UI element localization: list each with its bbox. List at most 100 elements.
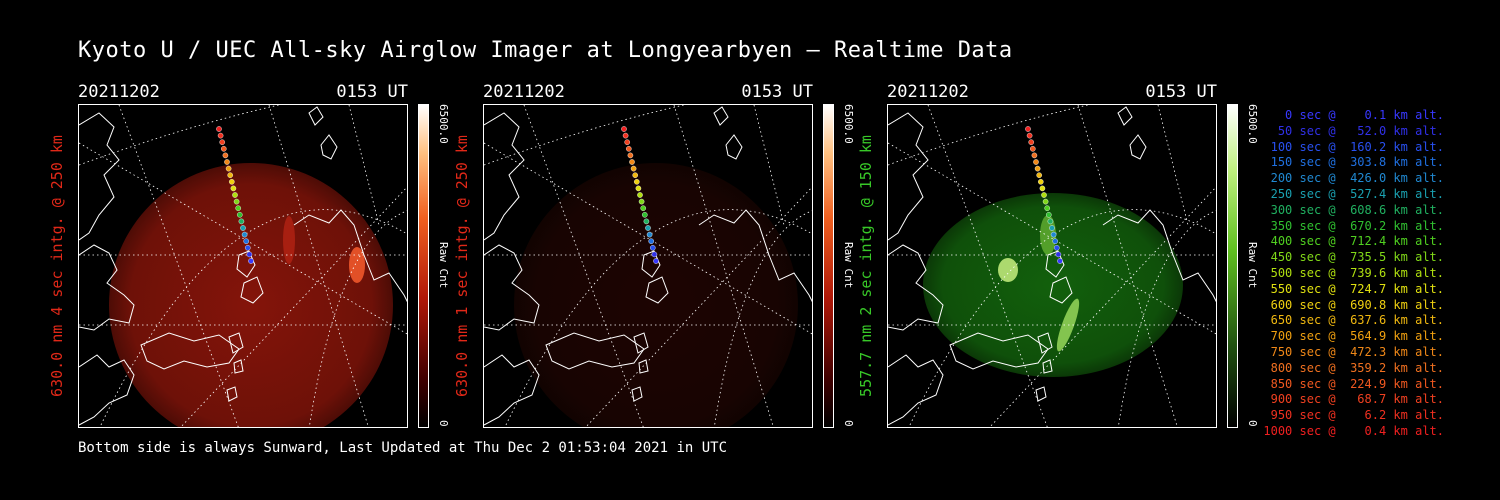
grid-line xyxy=(585,186,812,427)
trajectory-point xyxy=(1050,231,1057,238)
airglow-disc xyxy=(109,163,393,427)
aurora-arc xyxy=(1040,215,1056,255)
coastline xyxy=(888,244,944,331)
legend-entry: 150 sec @ 303.8 km alt. xyxy=(1263,155,1444,170)
trajectory-point xyxy=(246,251,253,258)
coastline xyxy=(1037,332,1053,354)
coastline xyxy=(638,359,649,374)
coastline xyxy=(1117,106,1133,126)
panel-date: 20211202 xyxy=(78,82,160,102)
trajectory-point xyxy=(622,132,629,139)
grid-arc xyxy=(484,105,685,166)
trajectory-point xyxy=(1039,185,1046,192)
trajectory-point xyxy=(1025,126,1031,132)
trajectory-point xyxy=(1041,192,1047,198)
coastline xyxy=(140,332,240,370)
trajectory-point xyxy=(1049,225,1055,231)
panel-wavelength-label: 630.0 nm 4 sec intg. @ 250 km xyxy=(42,104,72,428)
grid-arc xyxy=(888,105,1089,166)
trajectory-point xyxy=(244,244,251,251)
colorbar xyxy=(418,104,429,428)
trajectory-point xyxy=(1044,205,1050,211)
trajectory-point xyxy=(649,244,656,251)
legend-entry: 50 sec @ 52.0 km alt. xyxy=(1263,123,1444,138)
allsky-image xyxy=(483,104,813,428)
trajectory-point xyxy=(248,258,254,264)
legend-entry: 100 sec @ 160.2 km alt. xyxy=(1263,139,1444,154)
grid-line xyxy=(989,186,1216,427)
coastline xyxy=(79,112,120,241)
coastline xyxy=(240,276,264,304)
airglow-panel-630nm-4sec: 20211202 0153 UT 630.0 nm 4 sec intg. @ … xyxy=(48,82,450,428)
trajectory-point xyxy=(641,212,648,218)
legend-entry: 750 sec @ 472.3 km alt. xyxy=(1263,344,1444,359)
trajectory-point xyxy=(651,251,658,258)
allsky-svg xyxy=(79,105,407,427)
coastline xyxy=(633,332,649,354)
trajectory-legend: 0 sec @ 0.1 km alt. 50 sec @ 52.0 km alt… xyxy=(1262,108,1444,440)
airglow-disc xyxy=(514,163,798,427)
trajectory-point xyxy=(216,126,222,132)
panel-time: 0153 UT xyxy=(1145,82,1217,102)
trajectory-point xyxy=(1028,139,1034,146)
trajectory-point xyxy=(645,225,651,231)
trajectory-point xyxy=(625,146,632,152)
panel-wavelength-label: 557.7 nm 2 sec intg. @ 150 km xyxy=(851,104,881,428)
map-grid xyxy=(484,105,812,427)
trajectory-point xyxy=(1055,251,1062,258)
legend-entry: 900 sec @ 68.7 km alt. xyxy=(1263,392,1444,407)
trajectory-point xyxy=(217,132,224,139)
coastline xyxy=(1129,134,1147,160)
coastline xyxy=(236,250,256,278)
legend-entry: 0 sec @ 0.1 km alt. xyxy=(1263,108,1444,122)
coastline xyxy=(484,354,540,426)
trajectory-point xyxy=(219,139,225,146)
coastline xyxy=(79,354,135,426)
allsky-image xyxy=(887,104,1217,428)
legend-entry: 200 sec @ 426.0 km alt. xyxy=(1263,171,1444,186)
panel-time: 0153 UT xyxy=(336,82,408,102)
trajectory-point xyxy=(238,218,245,225)
coastlines xyxy=(888,106,1216,426)
trajectory-point xyxy=(225,165,232,172)
trajectory-point xyxy=(220,146,227,152)
colorbar-min-text: 0 xyxy=(1246,420,1259,427)
page-title: Kyoto U / UEC All-sky Airglow Imager at … xyxy=(78,38,1013,63)
trajectory-point xyxy=(627,152,634,159)
trajectory-point xyxy=(233,198,240,205)
trajectory-point xyxy=(633,179,640,185)
colorbar-max-text: 6500.0 xyxy=(1246,104,1259,144)
colorbar-unit-text: Raw Cnt xyxy=(1246,242,1259,289)
coastline xyxy=(888,354,944,426)
trajectory-point xyxy=(1053,244,1060,251)
legend-entry: 600 sec @ 690.8 km alt. xyxy=(1263,297,1444,312)
colorbar xyxy=(1227,104,1238,428)
trajectory-point xyxy=(635,185,642,192)
coastline xyxy=(1102,209,1216,303)
trajectory-point xyxy=(621,126,627,132)
coastline xyxy=(293,209,407,303)
coastline xyxy=(888,112,929,241)
coastlines xyxy=(484,106,812,426)
trajectory-point xyxy=(224,159,230,165)
coastline xyxy=(1035,386,1047,402)
trajectory-point xyxy=(236,212,243,218)
grid-arc xyxy=(1117,210,1216,427)
trajectory-point xyxy=(241,231,248,238)
legend-entry: 1000 sec @ 0.4 km alt. xyxy=(1263,423,1444,438)
coastline xyxy=(233,359,244,374)
aurora-arc xyxy=(283,216,295,264)
trajectory-point xyxy=(1031,152,1038,159)
legend-entry: 700 sec @ 564.9 km alt. xyxy=(1263,329,1444,344)
allsky-svg xyxy=(484,105,812,427)
coastline xyxy=(1045,250,1065,278)
colorbar xyxy=(823,104,834,428)
coastline xyxy=(725,134,743,160)
trajectory-point xyxy=(1042,198,1049,205)
aurora-spot xyxy=(998,258,1018,282)
coastline xyxy=(320,134,338,160)
grid-line xyxy=(180,186,407,427)
aurora-spot xyxy=(349,247,365,283)
trajectory-point xyxy=(640,205,646,211)
trajectory-point xyxy=(646,231,653,238)
